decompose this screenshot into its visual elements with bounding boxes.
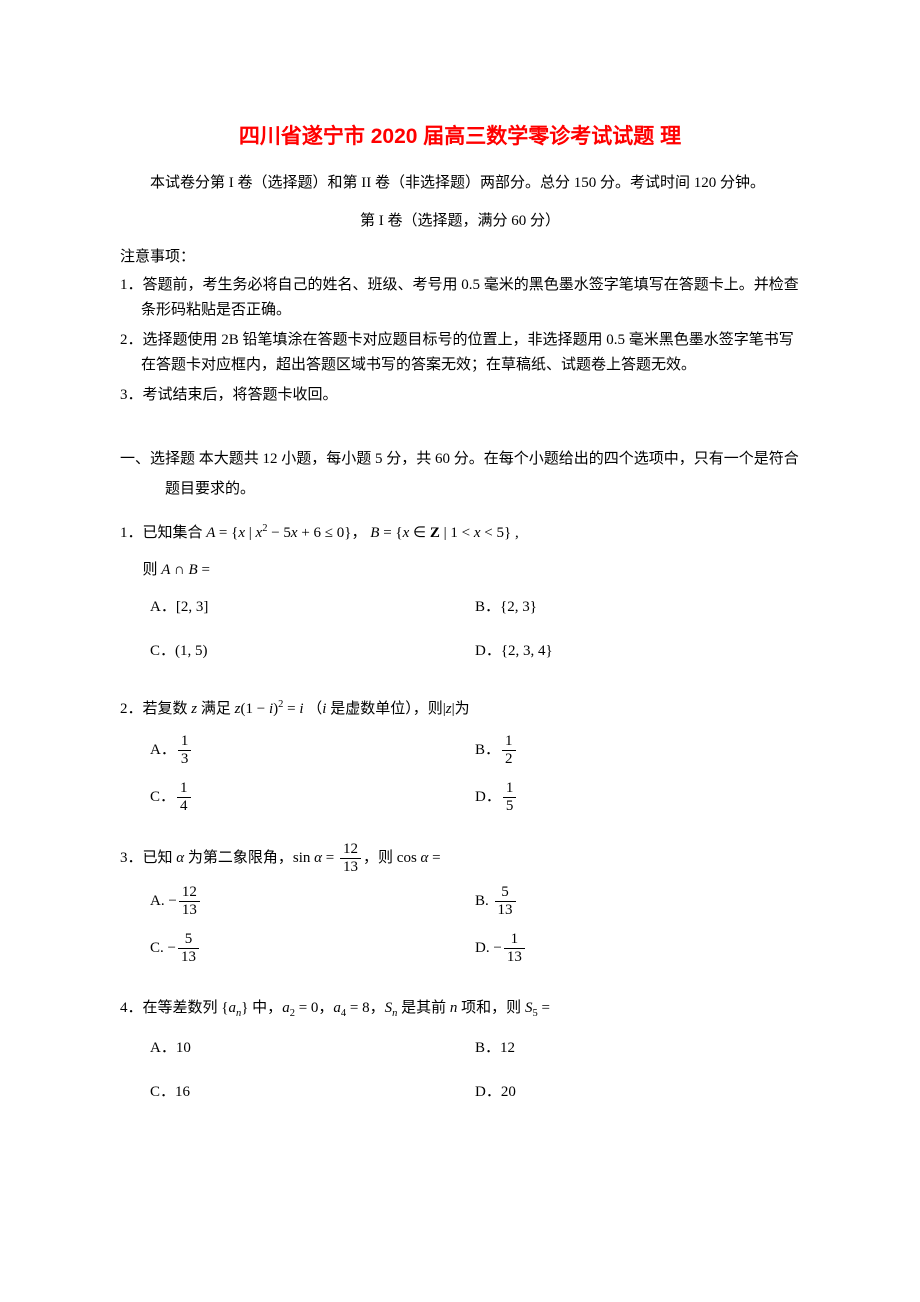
- q3-opt-b: B. 513: [475, 885, 800, 918]
- q4-a-val: 10: [176, 1040, 191, 1056]
- q3-opt-d: D. −113: [475, 932, 800, 965]
- q2-prefix: 2．若复数: [120, 701, 191, 717]
- q4-opt-d: D．20: [475, 1077, 800, 1107]
- page-title: 四川省遂宁市 2020 届高三数学零诊考试试题 理: [120, 120, 800, 154]
- q4-mid1: 中，: [248, 1000, 282, 1016]
- q2-mid3: 是虚数单位），则: [326, 701, 442, 717]
- q1-b-val: {2, 3}: [500, 599, 537, 615]
- q4-b-val: 12: [500, 1040, 515, 1056]
- q3-opt-a: A. −1213: [150, 885, 475, 918]
- q3-c-val: 513: [178, 932, 199, 965]
- q2-b-val: 12: [502, 734, 516, 767]
- q4-sn: Sn: [385, 1000, 398, 1016]
- q4-a2: a2 = 0: [282, 1000, 318, 1016]
- q1-prefix: 1．已知集合: [120, 525, 206, 541]
- notice-item-1: 1．答题前，考生务必将自己的姓名、班级、考号用 0.5 毫米的黑色墨水签字笔填写…: [120, 273, 800, 324]
- notice-item-3: 3．考试结束后，将答题卡收回。: [120, 383, 800, 409]
- q2-opt-d: D．15: [475, 781, 800, 814]
- q3-cos: cos α =: [397, 850, 441, 866]
- q1-opt-a: A．[2, 3]: [150, 592, 475, 622]
- q2-a-val: 13: [178, 734, 192, 767]
- q3-alpha: α: [176, 850, 184, 866]
- question-1-continue: 则 A ∩ B =: [120, 558, 800, 582]
- part-header: 第 I 卷（选择题，满分 60 分）: [120, 209, 800, 233]
- q2-absz: |z|: [443, 701, 455, 717]
- q4-prefix: 4．在等差数列: [120, 1000, 221, 1016]
- q3-prefix: 3．已知: [120, 850, 176, 866]
- q4-opt-c: C．16: [150, 1077, 475, 1107]
- q2-opt-c: C．14: [150, 781, 475, 814]
- q1-c-val: (1, 5): [175, 643, 208, 659]
- q3-a-neg: −: [168, 893, 176, 909]
- q4-seq: {an}: [221, 1000, 248, 1016]
- q1-then: 则: [143, 562, 162, 578]
- q1-opt-d: D．{2, 3, 4}: [475, 636, 800, 666]
- q3-d-neg: −: [493, 940, 501, 956]
- q1-a-val: [2, 3]: [176, 599, 209, 615]
- q1-mid: ，: [352, 525, 367, 541]
- q4-c-val: 16: [175, 1084, 190, 1100]
- q3-sin: sin α =: [293, 850, 338, 866]
- q1-options: A．[2, 3] B．{2, 3} C．(1, 5) D．{2, 3, 4}: [120, 592, 800, 680]
- question-2: 2．若复数 z 满足 z(1 − i)2 = i （i 是虚数单位），则|z|为: [120, 694, 800, 724]
- intro-text: 本试卷分第 I 卷（选择题）和第 II 卷（非选择题）两部分。总分 150 分。…: [120, 170, 800, 197]
- q4-s5: S5 =: [525, 1000, 550, 1016]
- notice-header: 注意事项：: [120, 245, 800, 269]
- q1-intersect: A ∩ B =: [161, 562, 210, 578]
- q3-options: A. −1213 B. 513 C. −513 D. −113: [120, 885, 800, 979]
- q4-mid3: ，: [370, 1000, 385, 1016]
- q1-setB: B = {x ∈ Z | 1 < x < 5}: [370, 525, 511, 541]
- q4-d-val: 20: [501, 1084, 516, 1100]
- q2-c-val: 14: [177, 781, 191, 814]
- q4-a4: a4 = 8: [333, 1000, 369, 1016]
- q2-eq: z(1 − i)2 = i: [235, 701, 304, 717]
- q3-b-val: 513: [495, 885, 516, 918]
- q3-d-val: 113: [504, 932, 525, 965]
- q4-options: A．10 B．12 C．16 D．20: [120, 1033, 800, 1121]
- q1-d-val: {2, 3, 4}: [501, 643, 553, 659]
- q2-d-val: 15: [503, 781, 517, 814]
- q1-opt-b: B．{2, 3}: [475, 592, 800, 622]
- q3-frac: 1213: [340, 842, 361, 875]
- q3-c-neg: −: [168, 940, 176, 956]
- section-header: 一、选择题 本大题共 12 小题，每小题 5 分，共 60 分。在每个小题给出的…: [120, 444, 800, 504]
- question-1: 1．已知集合 A = {x | x2 − 5x + 6 ≤ 0}， B = {x…: [120, 518, 800, 548]
- q3-opt-c: C. −513: [150, 932, 475, 965]
- q2-mid2: （: [307, 701, 322, 717]
- q1-opt-c: C．(1, 5): [150, 636, 475, 666]
- q4-opt-b: B．12: [475, 1033, 800, 1063]
- q4-mid5: 项和，则: [457, 1000, 525, 1016]
- notice-item-2: 2．选择题使用 2B 铅笔填涂在答题卡对应题目标号的位置上，非选择题用 0.5 …: [120, 328, 800, 379]
- q3-a-val: 1213: [179, 885, 200, 918]
- q4-mid4: 是其前: [397, 1000, 450, 1016]
- q2-mid1: 满足: [197, 701, 235, 717]
- q2-suffix: 为: [455, 701, 470, 717]
- question-4: 4．在等差数列 {an} 中，a2 = 0，a4 = 8，Sn 是其前 n 项和…: [120, 993, 800, 1023]
- question-3: 3．已知 α 为第二象限角，sin α = 1213，则 cos α =: [120, 842, 800, 875]
- q4-opt-a: A．10: [150, 1033, 475, 1063]
- q2-opt-a: A．13: [150, 734, 475, 767]
- q3-mid2: ，则: [363, 850, 397, 866]
- q4-mid2: ，: [318, 1000, 333, 1016]
- q1-suffix: ,: [511, 525, 519, 541]
- q1-setA: A = {x | x2 − 5x + 6 ≤ 0}: [206, 525, 351, 541]
- q2-options: A．13 B．12 C．14 D．15: [120, 734, 800, 828]
- q2-opt-b: B．12: [475, 734, 800, 767]
- q3-mid1: 为第二象限角，: [184, 850, 293, 866]
